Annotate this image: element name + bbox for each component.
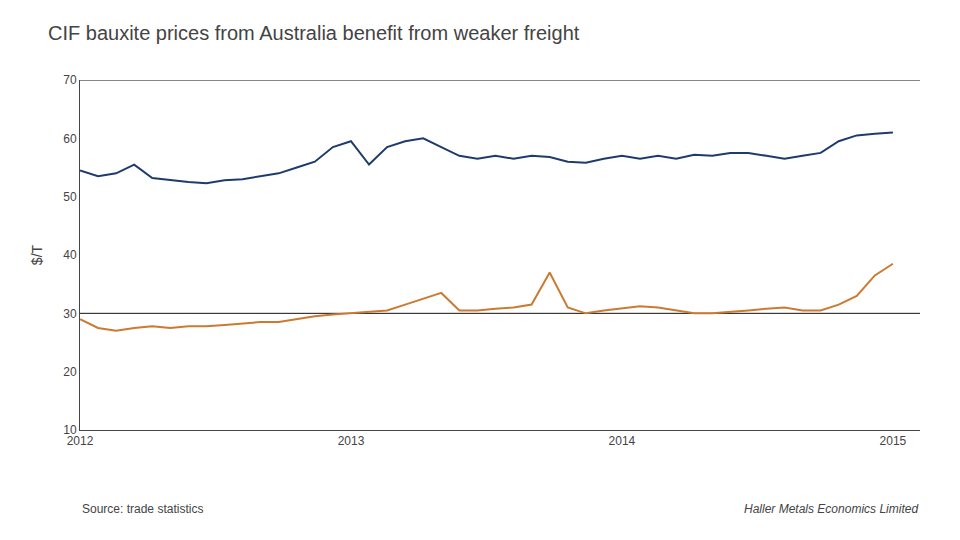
svg-text:20: 20 [63, 365, 77, 379]
svg-text:70: 70 [63, 73, 77, 87]
svg-text:2013: 2013 [338, 434, 365, 448]
svg-text:CIF bauxite prices from Austra: CIF bauxite prices from Australia benefi… [48, 22, 580, 44]
svg-text:2012: 2012 [67, 434, 94, 448]
svg-text:$/T: $/T [29, 244, 45, 265]
svg-text:Haller Metals Economics Limite: Haller Metals Economics Limited [744, 502, 918, 516]
svg-text:2015: 2015 [880, 434, 907, 448]
svg-text:Source: trade statistics: Source: trade statistics [82, 502, 203, 516]
svg-text:40: 40 [63, 248, 77, 262]
svg-text:30: 30 [63, 307, 77, 321]
svg-text:10: 10 [63, 423, 77, 437]
svg-text:2014: 2014 [609, 434, 636, 448]
svg-text:50: 50 [63, 190, 77, 204]
svg-text:60: 60 [63, 132, 77, 146]
